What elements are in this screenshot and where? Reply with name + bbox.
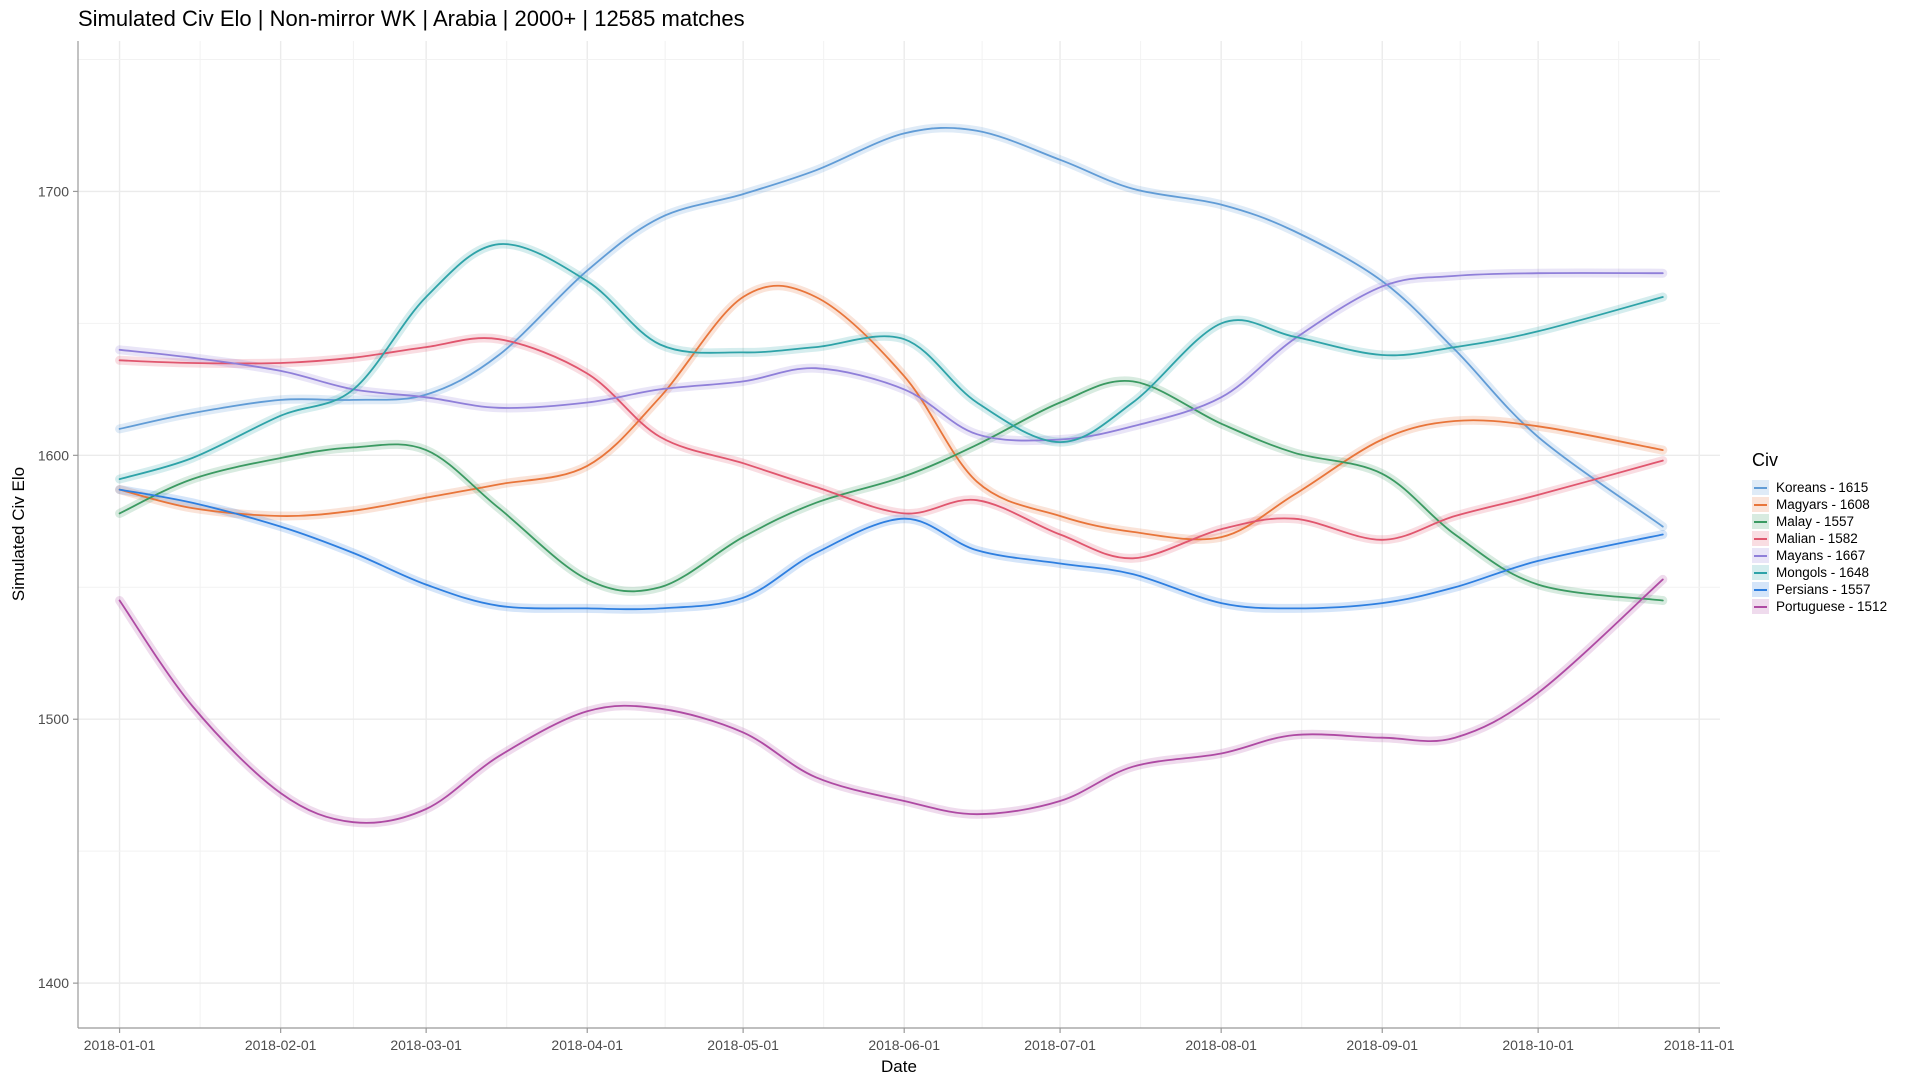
legend-label: Malay - 1557 (1776, 514, 1855, 529)
legend-key-swatch (1752, 582, 1769, 597)
y-tick-label: 1700 (38, 183, 69, 199)
legend-title: Civ (1752, 450, 1778, 470)
x-axis-title: Date (881, 1057, 917, 1076)
legend-item-portuguese: Portuguese - 1512 (1752, 598, 1887, 615)
legend-item-malay: Malay - 1557 (1752, 513, 1887, 530)
legend-label: Mongols - 1648 (1776, 565, 1870, 580)
line-layer (118, 126, 1664, 824)
legend-item-koreans: Koreans - 1615 (1752, 479, 1887, 496)
legend-key-swatch (1752, 480, 1769, 495)
x-tick-label: 2018-01-01 (84, 1037, 156, 1053)
legend-key-swatch (1752, 514, 1769, 529)
legend-items: Koreans - 1615 Magyars - 1608 Malay - 1557… (1752, 479, 1887, 615)
x-tick-label: 2018-04-01 (551, 1037, 623, 1053)
y-tick-label: 1500 (38, 711, 69, 727)
legend-item-malian: Malian - 1582 (1752, 530, 1887, 547)
legend-key-swatch (1752, 497, 1769, 512)
series-line-malian (118, 337, 1664, 560)
chart-title: Simulated Civ Elo | Non-mirror WK | Arab… (78, 6, 745, 31)
legend-item-persians: Persians - 1557 (1752, 581, 1887, 598)
legend-item-magyars: Magyars - 1608 (1752, 496, 1887, 513)
legend-label: Portuguese - 1512 (1776, 599, 1888, 614)
legend-key-swatch (1752, 599, 1769, 614)
x-tick-label: 2018-03-01 (390, 1037, 462, 1053)
grid-layer (78, 41, 1720, 1028)
y-tick-label: 1600 (38, 447, 69, 463)
legend-key-swatch (1752, 531, 1769, 546)
series-line-portuguese (118, 578, 1664, 824)
series-line-persians (118, 488, 1664, 611)
x-tick-label: 2018-06-01 (868, 1037, 940, 1053)
series-line-magyars (118, 284, 1664, 541)
x-tick-label: 2018-07-01 (1024, 1037, 1096, 1053)
legend: Civ Koreans - 1615 Magyars - 1608 Malay - … (1752, 450, 1887, 615)
series-line-mongols (118, 243, 1664, 480)
plot-panel (78, 41, 1720, 1028)
x-tick-label: 2018-10-01 (1502, 1037, 1574, 1053)
legend-label: Malian - 1582 (1776, 531, 1858, 546)
legend-label: Koreans - 1615 (1776, 480, 1869, 495)
legend-label: Persians - 1557 (1776, 582, 1871, 597)
tick-layer: 2018-01-01 2018-02-01 2018-03-01 2018-04-01… (38, 183, 1735, 1053)
y-axis-title: Simulated Civ Elo (9, 467, 28, 601)
legend-key-swatch (1752, 548, 1769, 563)
y-tick-label: 1400 (38, 975, 69, 991)
legend-label: Magyars - 1608 (1776, 497, 1870, 512)
x-tick-label: 2018-02-01 (245, 1037, 317, 1053)
x-tick-label: 2018-09-01 (1346, 1037, 1418, 1053)
legend-item-mongols: Mongols - 1648 (1752, 564, 1887, 581)
series-line-malay (118, 379, 1664, 602)
series-line-koreans (118, 126, 1664, 528)
x-tick-label: 2018-11-01 (1664, 1037, 1735, 1053)
x-tick-label: 2018-08-01 (1185, 1037, 1257, 1053)
series-line-mayans (118, 272, 1664, 442)
legend-item-mayans: Mayans - 1667 (1752, 547, 1887, 564)
x-tick-label: 2018-05-01 (707, 1037, 779, 1053)
legend-key-swatch (1752, 565, 1769, 580)
legend-label: Mayans - 1667 (1776, 548, 1866, 563)
